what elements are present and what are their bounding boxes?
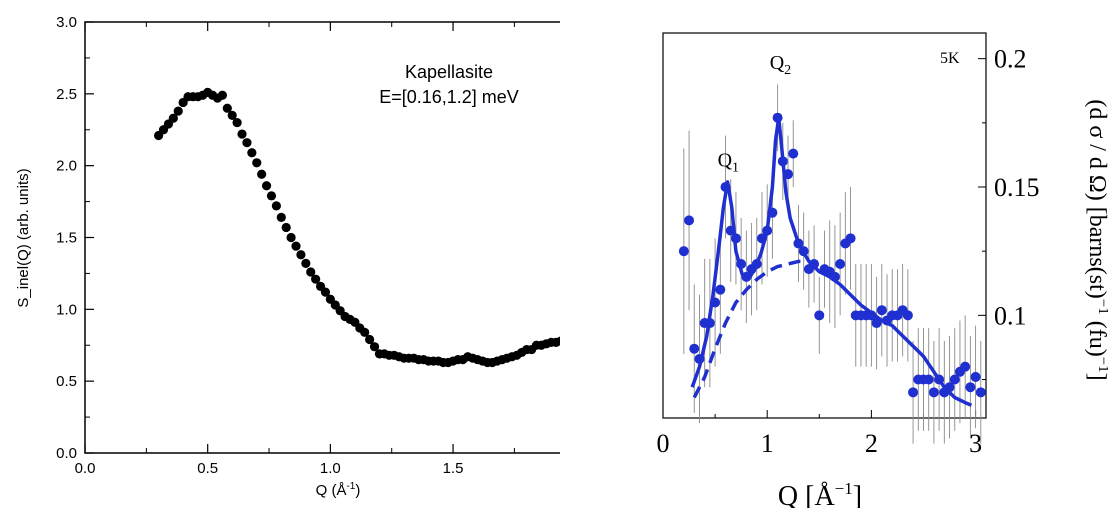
data-point [227,110,237,120]
y-axis-label-part-2: (fu) [1084,315,1108,357]
data-point [928,387,939,398]
y-tick-label: 2.5 [56,86,77,103]
y-tick-label: 0.5 [56,373,77,390]
data-point [257,169,267,179]
axis-ticks: 0 1 2 3 0.1 0.15 0.2 [657,45,1040,458]
x-axis-label: Q [Å−1] [778,479,862,508]
x-tick-label: 2 [865,429,878,458]
temperature-label: 5K [940,50,960,67]
x-tick-label: 0.0 [75,460,96,477]
fit-curve [690,115,973,407]
y-tick-label: 3.0 [56,14,77,31]
x-axis-label-close: ] [853,481,862,508]
data-point [296,250,306,260]
y-axis-label-exp-2: −1 [1095,357,1108,373]
data-point [286,232,296,243]
y-axis-label-part-3: ] [1084,373,1108,381]
data-point [261,181,272,191]
y-tick-label: 0.2 [994,45,1027,74]
x-tick-label: 1.5 [443,460,464,477]
data-point [247,148,257,158]
y-tick-label: 1.5 [56,230,77,247]
data-point [835,259,846,269]
data-point [369,342,380,352]
fit-curve-dashed [692,259,807,399]
y-tick-label: 2.0 [56,158,77,175]
data-point [715,284,726,295]
data-point [266,191,277,201]
data-point [923,374,934,385]
x-axis-label-exponent: -1 [346,481,355,492]
data-point [949,374,960,385]
x-tick-label: 1.0 [320,460,341,477]
data-point [689,343,700,354]
data-point [814,310,825,321]
x-tick-label: 0.5 [197,460,218,477]
x-tick-label: 1 [761,429,774,458]
data-point [684,215,695,226]
data-point [970,371,981,382]
data-point [291,241,301,251]
y-tick-label: 1.0 [56,301,77,318]
data-point [320,287,331,297]
data-point [306,267,316,277]
data-point [965,382,976,393]
data-point [301,258,311,268]
data-point [242,138,252,148]
data-point [975,387,986,398]
data-series [678,84,986,444]
data-point [960,361,971,372]
data-point [237,129,247,139]
peak-label-subscript: 2 [784,63,791,78]
data-point [360,327,370,337]
data-point [217,90,228,100]
y-tick-label: 0.1 [994,301,1027,330]
data-point [365,334,375,345]
data-point [168,113,178,123]
data-point [902,310,913,321]
y-axis-label-exp-1: −1 [1095,299,1108,315]
data-point [173,106,183,116]
data-point [222,103,232,113]
y-axis-label-part-1: (d σ / d Ω) [barns(st) [1084,99,1108,298]
axis-ticks: 0.00.51.01.52.00.00.51.01.52.02.53.0 [56,14,515,477]
annotation-line-2: E=[0.16,1.2] meV [379,87,519,107]
x-axis-label-close: ) [355,482,360,499]
x-axis-label-text: Q (Å [316,482,347,499]
data-points [154,87,560,368]
peak-label: Q2 [770,52,791,78]
x-tick-label: 3 [969,429,982,458]
data-point [845,233,856,244]
x-axis-label-text: Q [Å [778,481,836,508]
data-point [678,246,689,257]
peak-label: Q1 [718,149,739,175]
peak-label-subscript: 1 [732,160,739,175]
x-tick-label: 0 [657,429,670,458]
y-axis-label: (d σ / d Ω) [barns(st)−1 (fu)−1] [1084,99,1108,380]
left-chart: 0.00.51.01.52.00.00.51.01.52.02.53.0 Kap… [15,14,560,499]
y-axis-label: S_inel(Q) (arb. units) [15,168,32,307]
y-tick-label: 0.0 [56,445,77,462]
data-point [788,148,799,159]
x-axis-label-exponent: −1 [835,479,853,498]
data-point [908,387,919,398]
data-point [311,274,321,284]
data-point [232,117,242,128]
data-point [556,336,560,346]
x-axis-label: Q (Å-1) [316,481,361,499]
data-point [271,201,281,211]
data-point [876,305,887,316]
y-tick-label: 0.15 [994,173,1040,202]
data-point [276,212,286,222]
annotation-line-1: Kapellasite [405,62,493,82]
data-point [252,158,262,168]
plot-frame [662,32,987,419]
data-point [281,222,291,233]
